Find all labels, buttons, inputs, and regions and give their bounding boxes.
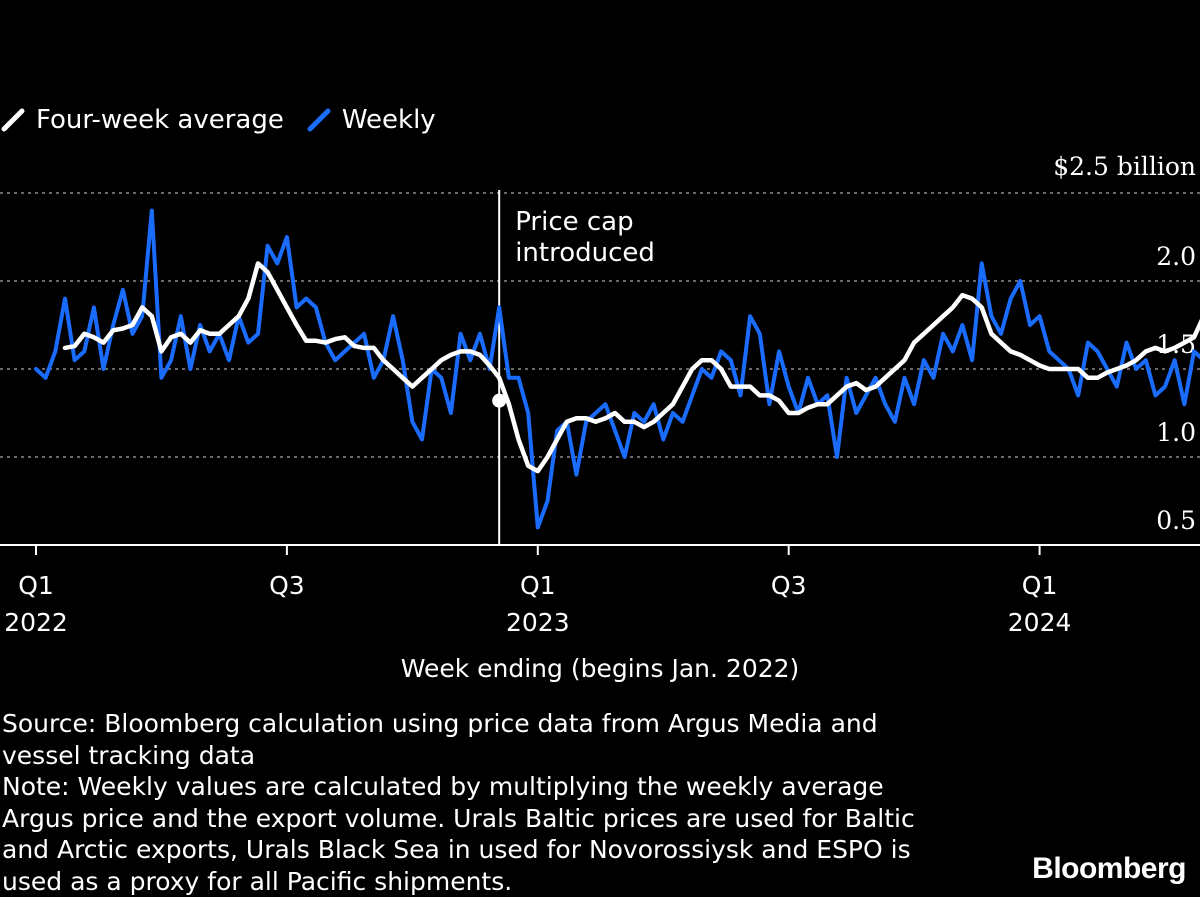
legend-label-weekly: Weekly: [341, 105, 436, 135]
legend-item-weekly[interactable]: Weekly: [306, 105, 436, 135]
weekly-series-line: [34, 208, 1200, 530]
bloomberg-logo: Bloomberg: [1032, 852, 1186, 885]
legend: Four-week average Weekly: [0, 103, 458, 137]
x-tick-quarter: Q1: [520, 571, 556, 600]
x-tick-quarter: Q3: [269, 571, 305, 600]
x-tick-quarter: Q3: [771, 571, 807, 600]
average-series-line: [62, 261, 1200, 474]
chart-area: $2.5 billion 2.0 1.5 1.0 0.5 Q1 2022 Q3 Q1 2023 Q3…: [0, 152, 1200, 637]
x-tick-year: 2023: [506, 608, 570, 637]
legend-swatch-average: [1, 108, 25, 132]
annotation-line-2: introduced: [515, 238, 655, 268]
price-cap-marker: [492, 393, 507, 408]
legend-swatch-weekly: [307, 108, 331, 132]
annotation-line-1: Price cap: [515, 207, 633, 237]
x-tick-quarter: Q1: [1022, 571, 1058, 600]
y-tick-label: 0.5: [1156, 506, 1196, 535]
y-tick-label: $2.5 billion: [1053, 152, 1196, 181]
source-note: Source: Bloomberg calculation using pric…: [2, 709, 878, 770]
legend-item-average[interactable]: Four-week average: [0, 105, 284, 135]
footer: Source: Bloomberg calculation using pric…: [2, 708, 962, 897]
x-tick-year: 2022: [4, 608, 68, 637]
x-tick-year: 2024: [1008, 608, 1072, 637]
x-axis-title: Week ending (begins Jan. 2022): [400, 654, 800, 683]
x-tick-quarter: Q1: [18, 571, 54, 600]
y-tick-label: 1.5: [1156, 330, 1196, 359]
methodology-note: Note: Weekly values are calculated by mu…: [2, 772, 915, 896]
y-tick-label: 1.0: [1156, 418, 1196, 447]
y-tick-label: 2.0: [1156, 242, 1196, 271]
legend-label-average: Four-week average: [36, 105, 284, 135]
